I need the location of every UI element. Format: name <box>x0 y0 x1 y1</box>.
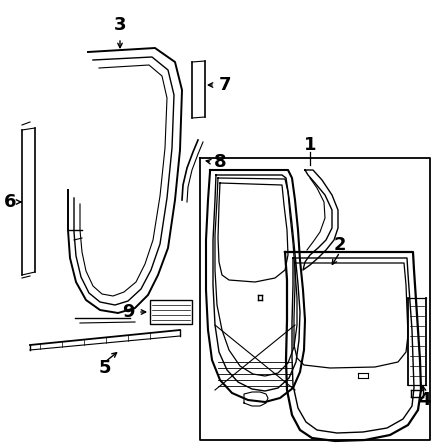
Text: 8: 8 <box>214 153 226 171</box>
Text: 4: 4 <box>418 391 430 409</box>
Text: 5: 5 <box>99 359 111 377</box>
Text: 3: 3 <box>114 16 126 34</box>
Bar <box>150 300 192 324</box>
Text: 6: 6 <box>4 193 16 211</box>
Text: 1: 1 <box>304 136 316 154</box>
Text: 9: 9 <box>122 303 134 321</box>
Text: 2: 2 <box>334 236 346 254</box>
Text: 7: 7 <box>219 76 231 94</box>
